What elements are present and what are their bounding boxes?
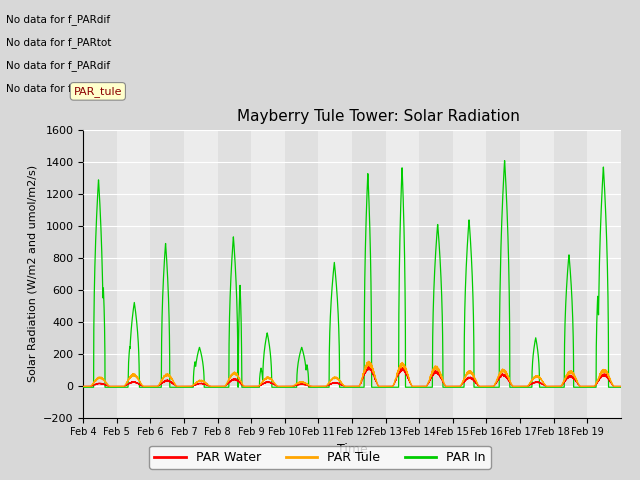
- Bar: [452, 130, 486, 418]
- Text: No data for f_PARdif: No data for f_PARdif: [6, 14, 111, 25]
- Bar: [352, 130, 385, 418]
- Bar: [554, 130, 588, 418]
- Bar: [419, 130, 453, 418]
- Text: No data for f_PARdif: No data for f_PARdif: [6, 60, 111, 72]
- Title: Mayberry Tule Tower: Solar Radiation: Mayberry Tule Tower: Solar Radiation: [237, 109, 520, 124]
- Bar: [150, 130, 184, 418]
- Legend: PAR Water, PAR Tule, PAR In: PAR Water, PAR Tule, PAR In: [149, 446, 491, 469]
- Bar: [385, 130, 419, 418]
- Bar: [319, 130, 352, 418]
- Text: PAR_tule: PAR_tule: [74, 86, 122, 97]
- Text: No data for f_PARtot: No data for f_PARtot: [6, 37, 112, 48]
- Y-axis label: Solar Radiation (W/m2 and umol/m2/s): Solar Radiation (W/m2 and umol/m2/s): [28, 165, 37, 382]
- Bar: [588, 130, 621, 418]
- X-axis label: Time: Time: [337, 443, 367, 456]
- Text: No data for f_PARtot: No data for f_PARtot: [6, 84, 112, 95]
- Bar: [116, 130, 150, 418]
- Bar: [218, 130, 251, 418]
- Bar: [285, 130, 319, 418]
- Bar: [486, 130, 520, 418]
- Bar: [520, 130, 554, 418]
- Bar: [251, 130, 285, 418]
- Bar: [184, 130, 218, 418]
- Bar: [83, 130, 116, 418]
